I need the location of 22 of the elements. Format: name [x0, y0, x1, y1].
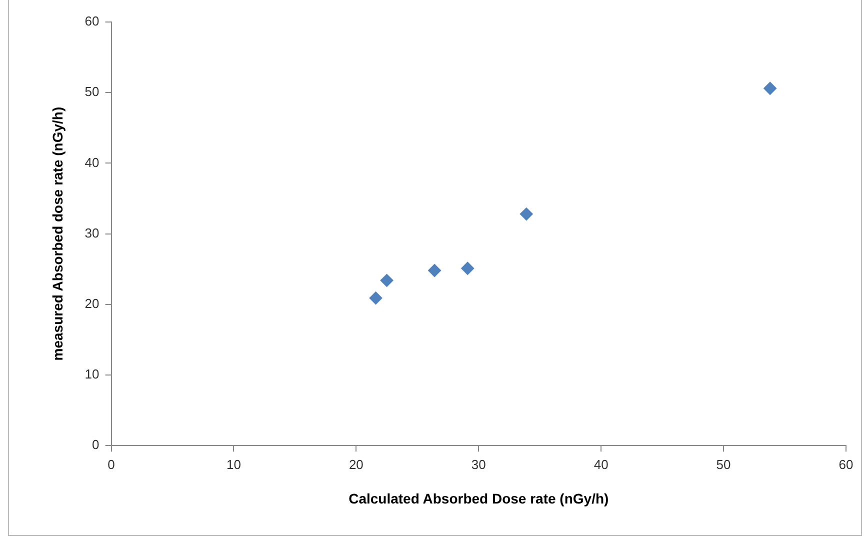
- point: [520, 208, 533, 221]
- point: [369, 292, 382, 305]
- x-axis-title: Calculated Absorbed Dose rate (nGy/h): [348, 490, 609, 506]
- y-tick-label: 10: [84, 366, 100, 382]
- x-tick-label: 10: [226, 456, 241, 472]
- y-tick-label: 20: [84, 296, 100, 311]
- y-tick-label: 40: [84, 154, 100, 170]
- y-tick-label: 30: [84, 225, 100, 240]
- point: [380, 274, 394, 287]
- point: [461, 262, 474, 275]
- x-tick-label: 50: [716, 456, 731, 472]
- y-tick-label: 0: [92, 437, 100, 452]
- x-tick-label: 0: [108, 456, 115, 472]
- x-tick-label: 30: [471, 456, 486, 472]
- y-tick-label: 60: [84, 14, 100, 29]
- y-axis-title: measured Absorbed dose rate (nGy/h): [49, 106, 66, 361]
- x-tick-label: 20: [348, 456, 364, 472]
- x-tick-label: 60: [838, 456, 854, 472]
- point: [764, 82, 777, 95]
- y-tick-label: 50: [84, 84, 100, 100]
- point: [428, 264, 442, 278]
- x-tick-label: 40: [594, 456, 608, 472]
